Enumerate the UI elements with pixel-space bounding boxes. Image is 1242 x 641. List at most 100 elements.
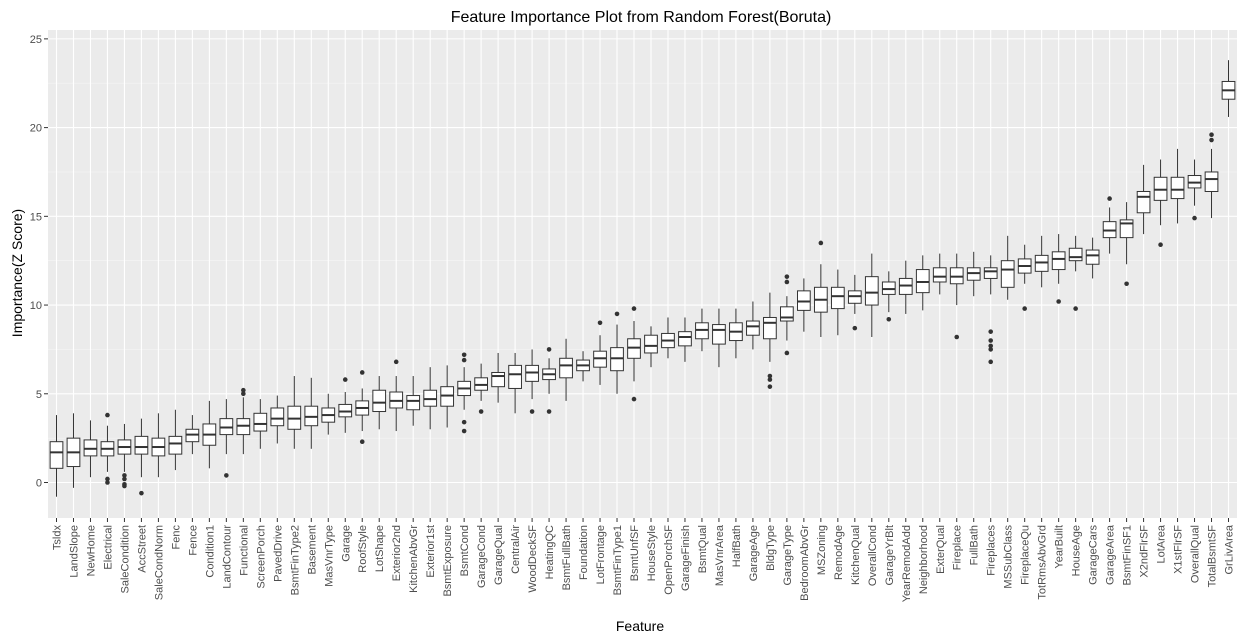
box-RoofStyle: [355, 370, 370, 444]
box-ExterQual: [932, 253, 947, 295]
x-tick-label: Exterior1st: [425, 525, 437, 578]
outlier-point: [546, 409, 552, 414]
x-tick-label: MasVnrArea: [714, 524, 726, 586]
box-body: [932, 267, 947, 283]
box-MasVnrArea: [712, 308, 726, 368]
y-tick-label: 10: [30, 300, 42, 312]
box-Fireplace: [949, 253, 964, 340]
x-tick-label: FireplaceQu: [1020, 525, 1032, 585]
box-NewHome: [83, 420, 98, 478]
box-Fireplaces: [983, 255, 998, 365]
box-body: [372, 389, 387, 413]
box-BsmtFinType2: [287, 376, 302, 449]
x-tick-label: BsmtFinType1: [612, 525, 624, 595]
outlier-point: [105, 476, 110, 482]
box-GarageCars: [1085, 237, 1100, 279]
box-FireplaceQu: [1017, 244, 1032, 311]
x-tick-label: X1stFlrSF: [1173, 525, 1185, 574]
x-tick-label: MasVnrType: [323, 525, 335, 587]
box-body: [134, 435, 149, 455]
box-body: [780, 306, 794, 322]
box-BedroomAbvGr: [796, 278, 811, 332]
outlier-point: [105, 480, 110, 485]
outlier-point: [614, 311, 620, 317]
x-tick-label: GarageType: [782, 525, 794, 586]
box-body: [864, 276, 879, 306]
outlier-point: [1022, 306, 1027, 311]
x-tick-label: Exterior2nd: [391, 525, 403, 581]
outlier-point: [954, 334, 960, 340]
box-YearBuilt: [1051, 234, 1066, 304]
box-body: [1204, 171, 1219, 192]
x-tick-label: LandSlope: [68, 525, 80, 578]
outlier-point: [988, 359, 994, 365]
x-tick-label: YearBuilt: [1054, 525, 1066, 569]
box-HalfBath: [729, 308, 743, 359]
x-tick-label: LotArea: [1156, 524, 1168, 563]
x-tick-label: RemodAge: [833, 525, 845, 580]
box-KitchenQual: [847, 274, 862, 331]
x-tick-label: BsmtFullBath: [561, 525, 573, 590]
x-tick-label: BsmtExposure: [442, 525, 454, 597]
x-axis: Tsldx LandSlope NewHome Electrical SaleCondi…: [51, 518, 1236, 602]
x-tick-label: OverallCond: [867, 525, 879, 586]
box-body: [830, 286, 845, 310]
box-OverallQual: [1187, 159, 1202, 221]
outlier-point: [359, 439, 365, 444]
x-tick-label: AccStreet: [136, 525, 148, 573]
x-tick-label: HouseAge: [1071, 525, 1083, 576]
box-body: [168, 435, 183, 455]
y-axis: 0 5 10 15 20 25: [30, 34, 48, 490]
box-body: [559, 357, 573, 379]
outlier-point: [105, 412, 110, 418]
box-GarageQual: [491, 352, 505, 403]
box-LotShape: [372, 376, 387, 430]
box-MSZoning: [813, 240, 828, 337]
x-tick-label: YearRemodAdd: [901, 525, 913, 602]
x-tick-label: Garage: [340, 525, 352, 562]
box-body: [1051, 251, 1066, 271]
x-tick-label: BedroomAbvGr: [799, 525, 811, 601]
x-tick-label: KitchenAbvGr: [408, 525, 420, 593]
outlier-point: [529, 409, 535, 414]
box-body: [49, 441, 64, 469]
x-tick-label: HeatingQC: [544, 525, 556, 579]
x-tick-label: TotalBsmtSF: [1207, 525, 1219, 588]
x-tick-label: CentralAir: [510, 525, 522, 574]
outlier-point: [852, 325, 858, 331]
box-body: [253, 412, 268, 432]
box-body: [1085, 249, 1100, 265]
x-tick-label: Electrical: [102, 525, 114, 570]
outlier-point: [631, 396, 637, 402]
x-tick-label: Foundation: [578, 525, 590, 580]
x-tick-label: GrLivArea: [1224, 524, 1236, 574]
box-body: [491, 371, 505, 388]
x-tick-label: NewHome: [85, 525, 97, 576]
plot-panel: [48, 30, 1237, 518]
box-Electrical: [100, 412, 115, 485]
x-tick-label: GarageFinish: [680, 525, 692, 591]
box-SaleCondition: [117, 423, 132, 489]
box-HeatingQC: [542, 347, 556, 414]
x-tick-label: LandContour: [221, 525, 233, 589]
box-BsmtFinType1: [610, 311, 624, 394]
x-tick-label: Fenc: [170, 525, 182, 550]
x-tick-label: MSZoning: [816, 525, 828, 575]
outlier-point: [818, 240, 824, 246]
outlier-point: [1107, 196, 1112, 201]
x-tick-label: Functional: [238, 525, 250, 576]
x-tick-label: MSSubClass: [1003, 525, 1015, 589]
x-tick-label: GarageAge: [748, 525, 760, 581]
outlier-point: [461, 357, 467, 363]
box-LandContour: [219, 399, 234, 478]
box-Fence: [185, 415, 200, 455]
outlier-point: [241, 387, 246, 393]
box-TotalBsmtSF: [1204, 132, 1219, 219]
x-tick-label: BsmtFinType2: [289, 525, 301, 595]
box-BsmtUnfSF: [627, 306, 641, 402]
box-BldgType: [763, 292, 777, 389]
x-tick-label: GarageYrBlt: [884, 525, 896, 586]
x-tick-label: Fence: [187, 525, 199, 556]
box-body: [678, 331, 692, 347]
